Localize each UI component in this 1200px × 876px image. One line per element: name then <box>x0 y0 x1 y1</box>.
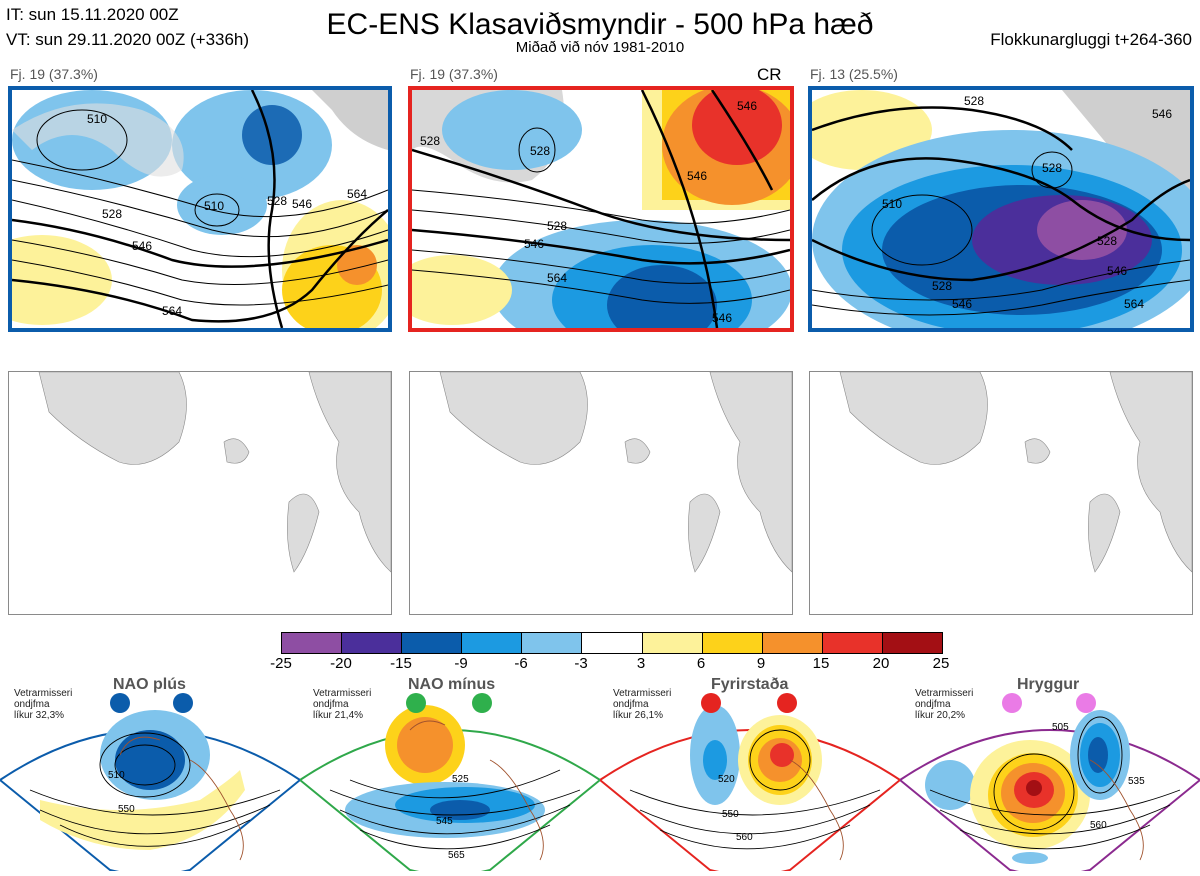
colorbar-tick-label: 9 <box>756 655 766 672</box>
contour-label: 545 <box>436 816 453 827</box>
colorbar-tick-label: 20 <box>872 655 890 672</box>
contour-label: 546 <box>712 311 732 325</box>
contour-label: 510 <box>108 770 125 781</box>
blank-map-1[interactable] <box>8 371 392 615</box>
colorbar-tick-label: 6 <box>696 655 706 672</box>
regime-dot <box>777 693 797 713</box>
contour-label: 528 <box>547 219 567 233</box>
regime-nao-minus-map[interactable]: 525 545 565 <box>298 700 602 876</box>
contour-label: 550 <box>722 809 739 820</box>
regime-note-blocking: Vetrarmisseri ondjfma líkur 26,1% <box>613 688 672 721</box>
contour-label: 510 <box>87 112 107 126</box>
colorbar-swatch <box>702 633 763 653</box>
colorbar-tick-label: -3 <box>574 655 588 672</box>
blank-map-3[interactable] <box>809 371 1193 615</box>
cluster-map-1[interactable]: 510 510 528 528 546 546 564 564 <box>8 86 392 332</box>
colorbar-swatch <box>462 633 523 653</box>
colorbar <box>281 632 943 654</box>
regime-title-blocking: Fyrirstaða <box>711 676 789 693</box>
contour-label: 528 <box>420 134 440 148</box>
colorbar-swatch <box>522 633 583 653</box>
contour-label: 528 <box>530 144 550 158</box>
contour-label: 565 <box>448 850 465 861</box>
contour-label: 564 <box>347 187 367 201</box>
regime-blocking-map[interactable]: 520 550 560 <box>598 700 902 876</box>
contour-label: 560 <box>1090 820 1107 831</box>
colorbar-swatch <box>762 633 823 653</box>
contour-label: 528 <box>1097 234 1117 248</box>
contour-label: 564 <box>547 271 567 285</box>
colorbar-tick-label: 15 <box>812 655 830 672</box>
page-title: EC-ENS Klasaviðsmyndir - 500 hPa hæð <box>326 8 874 41</box>
contour-label: 528 <box>1042 161 1062 175</box>
panel-2-tag: CR <box>757 65 782 84</box>
regime-dot <box>173 693 193 713</box>
regime-title-nao-plus: NAO plús <box>113 676 186 693</box>
contour-label: 546 <box>524 237 544 251</box>
blank-map-2[interactable] <box>409 371 793 615</box>
contour-label: 546 <box>737 99 757 113</box>
colorbar-swatch <box>342 633 403 653</box>
cluster-map-3[interactable]: 510 528 528 546 546 564 546 528 528 <box>808 86 1194 332</box>
panel-1-label: Fj. 19 (37.3%) <box>10 66 98 82</box>
contour-label: 564 <box>1124 297 1144 311</box>
colorbar-tick-label: 25 <box>932 655 950 672</box>
regime-title-nao-minus: NAO mínus <box>408 676 496 693</box>
regime-ridge-map[interactable]: 505 535 560 <box>898 700 1200 876</box>
contour-label: 505 <box>1052 722 1069 733</box>
panel-2-label: Fj. 19 (37.3%) <box>410 66 498 82</box>
contour-label: 528 <box>102 207 122 221</box>
regime-dot <box>701 693 721 713</box>
contour-label: 564 <box>162 304 182 318</box>
colorbar-tick-label: -6 <box>514 655 528 672</box>
colorbar-swatch <box>582 633 643 653</box>
contour-label: 520 <box>718 774 735 785</box>
contour-label: 546 <box>292 197 312 211</box>
cluster-map-2[interactable]: 528 546 546 528 546 564 546 528 <box>408 86 794 332</box>
colorbar-swatch <box>882 633 943 653</box>
contour-label: 510 <box>882 197 902 211</box>
regime-note-nao-plus: Vetrarmisseri ondjfma líkur 32,3% <box>14 688 73 721</box>
colorbar-tick-label: -9 <box>454 655 468 672</box>
page-subtitle: Miðað við nóv 1981-2010 <box>515 39 685 56</box>
regime-note-nao-minus: Vetrarmisseri ondjfma líkur 21,4% <box>313 688 372 721</box>
regime-dot <box>110 693 130 713</box>
contour-label: 550 <box>118 804 135 815</box>
contour-label: 528 <box>964 94 984 108</box>
regime-dot <box>406 693 426 713</box>
initial-time: IT: sun 15.11.2020 00Z <box>6 5 179 24</box>
panel-3-label: Fj. 13 (25.5%) <box>810 66 898 82</box>
colorbar-swatch <box>402 633 463 653</box>
contour-label: 546 <box>132 239 152 253</box>
regime-dot <box>1002 693 1022 713</box>
regime-title-ridge: Hryggur <box>1017 676 1080 693</box>
contour-label: 546 <box>952 297 972 311</box>
regime-note-ridge: Vetrarmisseri ondjfma líkur 20,2% <box>915 688 974 721</box>
contour-label: 560 <box>736 832 753 843</box>
colorbar-swatch <box>642 633 703 653</box>
colorbar-tick-label: -20 <box>330 655 352 672</box>
contour-label: 525 <box>452 774 469 785</box>
contour-label: 535 <box>1128 776 1145 787</box>
colorbar-swatch <box>282 633 343 653</box>
colorbar-swatch <box>822 633 883 653</box>
contour-label: 528 <box>267 194 287 208</box>
regime-dot <box>1076 693 1096 713</box>
valid-time: VT: sun 29.11.2020 00Z (+336h) <box>6 30 250 49</box>
contour-label: 528 <box>932 279 952 293</box>
contour-label: 546 <box>1107 264 1127 278</box>
regime-dot <box>472 693 492 713</box>
colorbar-tick-label: 3 <box>636 655 646 672</box>
classification-window: Flokkunargluggi t+264-360 <box>990 30 1192 49</box>
contour-label: 546 <box>687 169 707 183</box>
contour-label: 546 <box>1152 107 1172 121</box>
colorbar-tick-label: -25 <box>270 655 292 672</box>
regime-nao-plus-map[interactable]: 510 550 <box>0 700 302 876</box>
contour-label: 510 <box>204 199 224 213</box>
colorbar-tick-label: -15 <box>390 655 412 672</box>
